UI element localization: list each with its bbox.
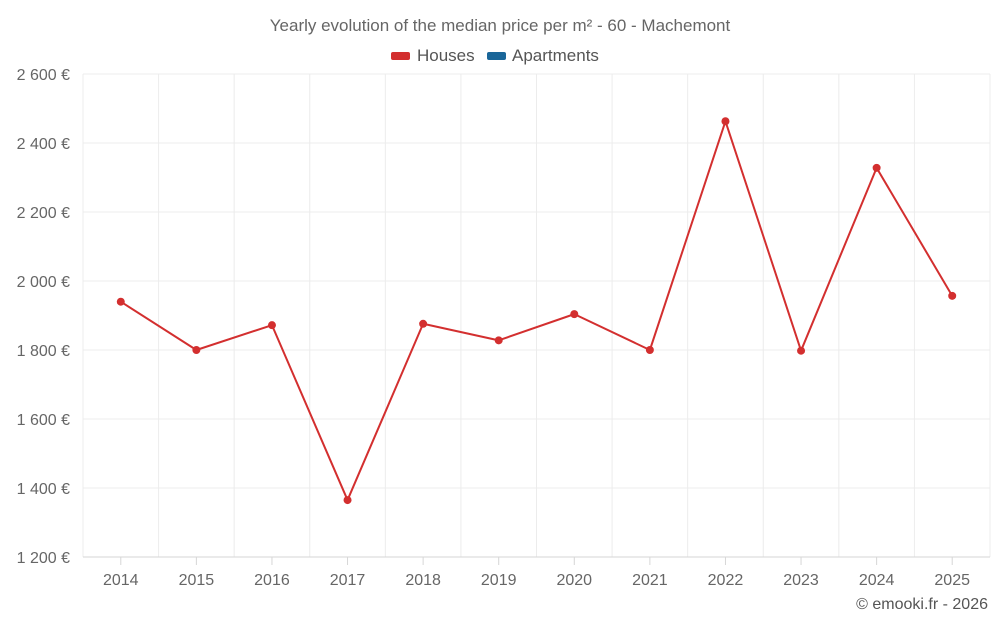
data-point-houses-2014[interactable]: [116, 297, 125, 306]
credit-text: © emooki.fr - 2026: [856, 596, 988, 613]
x-tick-label: 2016: [254, 572, 290, 589]
grid: [82, 73, 991, 558]
data-point-houses-2021[interactable]: [645, 346, 654, 354]
data-point-houses-2017[interactable]: [343, 496, 352, 505]
x-tick-label: 2021: [632, 572, 668, 589]
series-layer: [116, 117, 957, 505]
data-point-houses-2018[interactable]: [419, 319, 428, 328]
data-point-houses-2016[interactable]: [267, 321, 276, 330]
data-point-houses-2023[interactable]: [797, 346, 806, 355]
data-point-houses-2020[interactable]: [570, 310, 579, 319]
y-tick-label: 2 400 €: [17, 136, 70, 153]
data-point-houses-2019[interactable]: [494, 336, 503, 345]
x-tick-label: 2025: [934, 572, 970, 589]
x-axis-labels: 2014 2015 2016 2017 2018 2019 2020 2021 2022 2023…: [103, 557, 970, 589]
y-tick-label: 1 600 €: [17, 412, 70, 429]
x-tick-label: 2017: [330, 572, 366, 589]
y-tick-label: 1 400 €: [17, 481, 70, 498]
y-tick-label: 1 200 €: [17, 550, 70, 567]
y-tick-label: 2 200 €: [17, 205, 70, 222]
y-axis-labels: 1 200 € 1 400 € 1 600 € 1 800 € 2 000 € 2 200…: [17, 67, 70, 567]
legend: Houses Apartments: [391, 46, 599, 65]
legend-item-apartments[interactable]: Apartments: [487, 46, 599, 65]
legend-swatch-apartments: [487, 52, 506, 60]
data-point-houses-2022[interactable]: [721, 117, 730, 126]
x-tick-label: 2024: [859, 572, 895, 589]
data-point-houses-2025[interactable]: [948, 291, 957, 300]
x-tick-label: 2018: [405, 572, 441, 589]
legend-label-apartments: Apartments: [512, 46, 599, 65]
x-tick-label: 2019: [481, 572, 517, 589]
y-tick-label: 2 600 €: [17, 67, 70, 84]
series-line-houses: [120, 120, 954, 502]
chart-title: Yearly evolution of the median price per…: [270, 16, 731, 35]
data-point-houses-2024[interactable]: [872, 163, 881, 172]
y-tick-label: 2 000 €: [17, 274, 70, 291]
legend-item-houses[interactable]: Houses: [391, 46, 475, 65]
x-tick-label: 2023: [783, 572, 819, 589]
x-tick-label: 2014: [103, 572, 139, 589]
x-tick-label: 2022: [708, 572, 744, 589]
data-point-houses-2015[interactable]: [192, 346, 201, 354]
legend-swatch-houses: [391, 52, 410, 60]
x-tick-label: 2015: [179, 572, 215, 589]
legend-label-houses: Houses: [417, 46, 475, 65]
x-tick-label: 2020: [556, 572, 592, 589]
y-tick-label: 1 800 €: [17, 343, 70, 360]
